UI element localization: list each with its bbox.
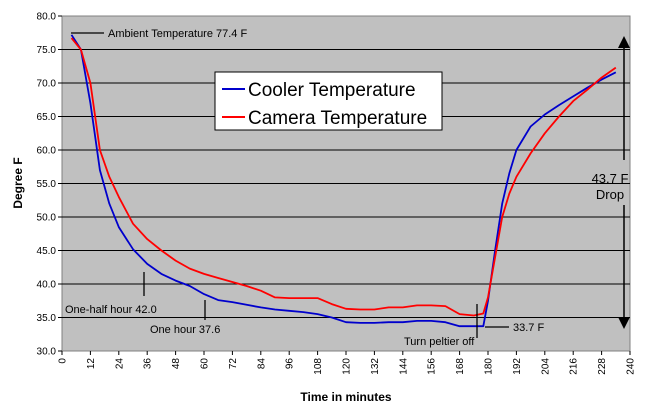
x-tick-label: 204 [540, 358, 551, 375]
series-layer [70, 34, 617, 328]
series-line-camera [70, 37, 617, 317]
x-tick-label: 228 [597, 358, 608, 375]
x-tick-label: 24 [114, 358, 125, 370]
y-tick-label: 55.0 [37, 179, 57, 190]
drop-word-label: Drop [596, 187, 624, 202]
y-tick-label: 60.0 [37, 146, 57, 157]
y-tick-label: 30.0 [37, 347, 57, 358]
drop-amount-label: 43.7 F [592, 171, 629, 186]
y-tick-label: 65.0 [37, 112, 57, 123]
x-tick-label: 144 [398, 358, 409, 375]
x-tick-label: 132 [370, 358, 381, 375]
legend-box [214, 71, 443, 131]
x-tick-label: 108 [313, 358, 324, 375]
grid-lines [62, 49, 630, 318]
peltier-off-annotation: Turn peltier off [404, 336, 475, 348]
min-temp-annotation: 33.7 F [513, 322, 544, 334]
y-tick-labels: 30.0 35.0 40.0 45.0 50.0 55.0 60.0 65.0 70.0 75.0… [37, 12, 62, 358]
y-tick-label: 35.0 [37, 313, 57, 324]
y-tick-label: 80.0 [37, 12, 57, 23]
series-line-cooler [70, 34, 617, 328]
y-axis-title: Degree F [11, 157, 25, 208]
y-tick-label: 40.0 [37, 280, 57, 291]
legend-label-cooler: Cooler Temperature [248, 80, 416, 101]
x-axis-title: Time in minutes [300, 390, 391, 404]
x-tick-label: 84 [256, 358, 267, 370]
x-tick-label: 216 [569, 358, 580, 375]
x-tick-label: 240 [626, 358, 637, 375]
x-tick-label: 72 [228, 358, 239, 370]
x-tick-label: 36 [143, 358, 154, 370]
x-tick-label: 156 [427, 358, 438, 375]
ambient-temp-annotation: Ambient Temperature 77.4 F [108, 28, 247, 40]
y-tick-label: 70.0 [37, 79, 57, 90]
x-tick-label: 120 [342, 358, 353, 375]
half-hour-annotation: One-half hour 42.0 [65, 304, 157, 316]
x-tick-label: 48 [171, 358, 182, 370]
annotation-markers [71, 32, 509, 338]
y-tick-label: 45.0 [37, 246, 57, 257]
x-tick-label: 12 [86, 358, 97, 370]
legend-label-camera: Camera Temperature [248, 108, 427, 129]
one-hour-annotation: One hour 37.6 [150, 324, 220, 336]
y-tick-label: 75.0 [37, 45, 57, 56]
x-tick-label: 168 [455, 358, 466, 375]
legend: Cooler Temperature Camera Temperature [214, 71, 443, 131]
x-tick-label: 0 [58, 358, 69, 364]
y-tick-label: 50.0 [37, 213, 57, 224]
x-tick-label: 180 [484, 358, 495, 375]
x-tick-label: 96 [285, 358, 296, 370]
x-tick-labels: 0 12 24 36 48 60 72 84 96 108 120 132 144 156 168 180 19… [58, 351, 637, 375]
x-tick-label: 60 [200, 358, 211, 370]
x-tick-label: 192 [512, 358, 523, 375]
